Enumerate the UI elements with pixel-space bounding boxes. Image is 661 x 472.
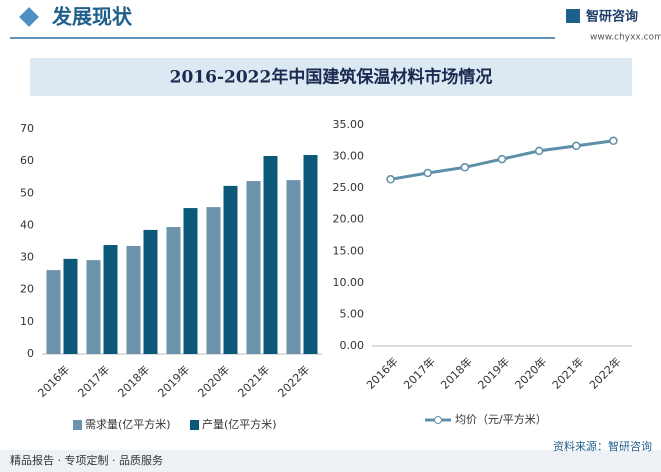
y-tick-label: 15.00 [333, 244, 365, 257]
y-tick-label: 70 [20, 122, 34, 135]
legend-label: 需求量(亿平方米) [85, 417, 171, 431]
y-tick-label: 10 [20, 315, 34, 328]
bar [86, 260, 101, 354]
bar [46, 270, 61, 354]
bar [126, 246, 141, 354]
legend-swatch [73, 420, 82, 430]
y-tick-label: 20.00 [333, 213, 365, 226]
footer-left: 精品报告 · 专项定制 · 品质服务 [10, 453, 163, 467]
marker [609, 136, 618, 146]
y-tick-label: 60 [20, 154, 34, 167]
y-tick-label: 50 [20, 186, 34, 199]
legend-swatch [190, 420, 199, 430]
y-tick-label: 20 [20, 283, 34, 296]
bar [166, 227, 181, 354]
bar [206, 207, 221, 354]
bar [143, 229, 158, 354]
marker [386, 175, 395, 184]
footer-band [0, 450, 661, 472]
main-title: 2016-2022年中国建筑保温材料市场情况 [170, 67, 493, 88]
bar [223, 185, 238, 354]
y-tick-label: 35.00 [333, 118, 365, 131]
y-tick-label: 25.00 [333, 181, 365, 194]
bar [303, 155, 318, 354]
url: www.chyxx.com [590, 33, 661, 43]
title-box [30, 58, 632, 96]
bar [63, 258, 78, 354]
legend-label: 均价（元/平方米） [455, 412, 547, 426]
y-tick-label: 30.00 [333, 150, 365, 163]
marker [572, 141, 581, 151]
header-title: 发展现状 [51, 5, 133, 29]
y-tick-label: 0 [27, 347, 34, 360]
marker [423, 168, 432, 178]
legend-label: 产量(亿平方米) [202, 417, 277, 431]
brand: 智研咨询 [586, 9, 638, 25]
y-tick-label: 30 [20, 251, 34, 264]
bar [286, 180, 301, 354]
bar [246, 181, 261, 354]
marker [534, 146, 544, 156]
marker [497, 154, 507, 164]
footer-right: 资料来源：智研咨询 [553, 439, 652, 453]
logo-icon [566, 9, 580, 23]
bar [103, 245, 118, 354]
y-tick-label: 0.00 [340, 339, 365, 352]
marker [460, 163, 470, 172]
bar [183, 208, 198, 354]
y-tick-label: 40 [20, 218, 34, 231]
y-tick-label: 5.00 [340, 307, 365, 320]
y-tick-label: 10.00 [333, 276, 365, 289]
bar [263, 156, 278, 354]
legend-marker [434, 416, 442, 424]
